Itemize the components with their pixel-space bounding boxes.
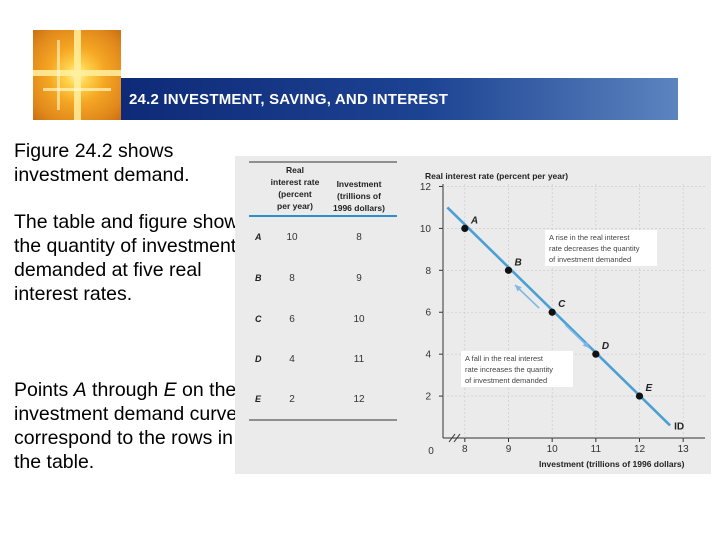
paragraph-3: Points A through E on the investment dem… [14,378,239,474]
rise-arrow-head [515,284,522,292]
annotation-fall-line-1: A fall in the real interest [465,354,544,363]
x-tick-label: 13 [678,444,690,455]
table-row: E 2 12 [255,394,365,405]
annotation-rise-line-2: rate decreases the quantity [549,244,640,253]
data-point-b [504,266,513,274]
p3-prefix: Points [14,379,74,401]
axis-break-mark [453,433,461,443]
table-col1-header-line-4: per year) [277,201,313,211]
point-a-ref: A [73,379,87,401]
annotation-rise-box [545,230,657,266]
row-investment: 10 [353,314,365,325]
p3-mid: through [86,379,164,401]
investment-demand-chart: Real interest rate (percent per year) In… [420,171,705,469]
row-label: E [255,394,262,404]
point-label-a: A [470,215,478,226]
investment-table: Real interest rate (percent per year) In… [249,161,397,421]
table-row: A 10 8 [254,232,362,243]
paragraph-2: The table and figure show the quantity o… [14,211,239,305]
y-tick-label: 6 [425,308,431,319]
table-col1-header-line-1: Real [286,165,304,175]
figure-svg: Real interest rate (percent per year) In… [249,161,705,469]
y-tick-label: 8 [425,266,431,277]
table-col2-header-line-3: 1996 dollars) [333,203,385,213]
origin-label: 0 [428,446,434,457]
data-point-c [548,308,556,316]
row-label: D [255,354,262,364]
logo-vertical-line [57,40,60,110]
y-tick-label: 2 [425,392,431,403]
row-investment: 12 [353,394,365,405]
row-rate: 6 [289,314,295,325]
y-tick-label: 4 [425,350,431,361]
slide-title: 24.2 INVESTMENT, SAVING, AND INTEREST [129,91,449,108]
x-tick-label: 10 [547,444,559,455]
axis-break-mark [448,433,456,443]
x-tick-label: 11 [591,444,602,455]
paragraph-1: Figure 24.2 shows investment demand. [14,140,190,186]
row-investment: 9 [356,273,362,284]
point-label-b: B [515,257,522,268]
annotation-rise: A rise in the real interest rate decreas… [545,230,657,266]
table-col2-header-line-2: (trillions of [337,191,381,201]
logo-horizontal-bar [33,70,121,76]
row-rate: 4 [289,354,295,365]
title-bar: 24.2 INVESTMENT, SAVING, AND INTEREST [121,78,678,120]
annotation-fall-box [461,351,573,387]
data-point-d [592,350,600,358]
table-col1-header-line-2: interest rate [271,177,320,187]
table-row: B 8 9 [255,273,362,284]
annotation-rise-line-3: of investment demanded [549,255,631,264]
y-axis-label: Real interest rate (percent per year) [425,171,568,181]
row-investment: 11 [354,354,365,365]
x-tick-label: 12 [634,444,646,455]
table-col1-header-line-3: (percent [278,189,312,199]
table-row: D 4 11 [255,354,365,365]
row-rate: 2 [289,394,295,405]
point-label-d: D [602,341,609,352]
point-label-e: E [646,383,653,394]
p3-suffix: on the investment demand curve correspon… [14,379,238,473]
annotation-fall-line-2: rate increases the quantity [465,365,553,374]
y-tick-label: 12 [420,182,432,193]
point-e-ref: E [163,379,177,401]
table-row: C 6 10 [255,314,365,325]
investment-demand-curve [446,206,671,427]
annotation-fall: A fall in the real interest rate increas… [461,351,573,387]
annotation-rise-line-1: A rise in the real interest [549,233,630,242]
x-axis-label: Investment (trillions of 1996 dollars) [539,459,685,469]
logo-horizontal-line [43,88,111,91]
orange-cross-logo [33,30,121,120]
data-point-a [461,224,469,232]
data-point-e [635,392,644,400]
table-col2-header-line-1: Investment [337,179,382,189]
row-label: B [255,273,262,283]
fall-arrow-head [582,341,590,348]
y-tick-label: 10 [420,224,432,235]
point-label-c: C [558,299,566,310]
row-rate: 8 [289,273,295,284]
row-investment: 8 [356,232,362,243]
x-tick-label: 8 [462,444,468,455]
figure-panel: Real interest rate (percent per year) In… [235,156,711,474]
row-label: A [254,232,262,242]
row-label: C [255,314,262,324]
annotation-fall-line-3: of investment demanded [465,376,547,385]
curve-label: ID [674,421,684,432]
x-tick-label: 9 [506,444,512,455]
row-rate: 10 [286,232,298,243]
